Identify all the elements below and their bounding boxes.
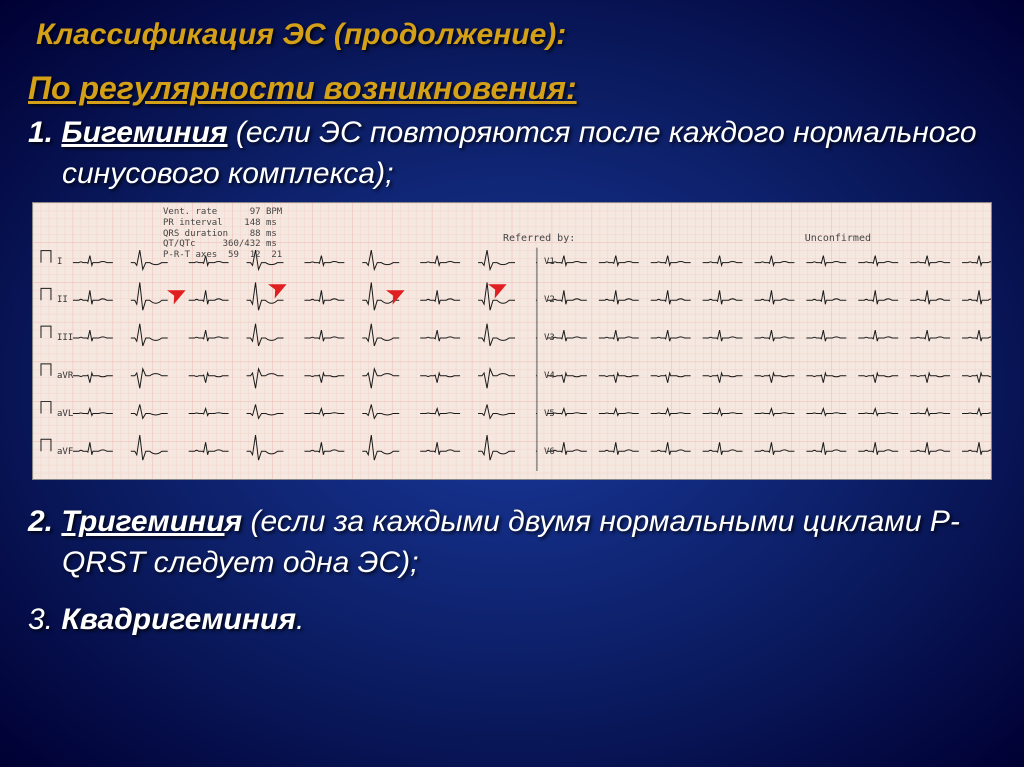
item3-tail: .	[296, 603, 304, 636]
item2-term-tail: я	[225, 505, 243, 538]
ecg-lead-label: III	[57, 333, 73, 343]
ecg-lead-label: V4	[544, 371, 555, 381]
item3-term: Квадригеминия	[61, 603, 296, 636]
item2-term: Тригемини	[61, 505, 224, 538]
item2-num: 2.	[28, 505, 53, 538]
item1-num: 1.	[28, 116, 53, 149]
ecg-lead-label: aVR	[57, 371, 73, 381]
ecg-lead-label: V6	[544, 447, 555, 457]
ecg-referred-label: Referred by:	[503, 233, 575, 244]
ecg-lead-label: V5	[544, 409, 555, 419]
ecg-header-text: Vent. rate 97 BPM PR interval 148 ms QRS…	[163, 207, 282, 261]
slide-container: Классификация ЭС (продолжение): По регул…	[0, 0, 1024, 655]
list-item-3: 3. Квадригеминия.	[28, 603, 996, 637]
ecg-lead-label: II	[57, 295, 68, 305]
item3-num: 3.	[28, 603, 61, 636]
item1-term: Бигеминия	[61, 116, 227, 149]
ecg-lead-label: I	[57, 257, 62, 267]
ecg-lead-label: V1	[544, 257, 555, 267]
slide-title: Классификация ЭС (продолжение):	[28, 18, 996, 52]
subtitle: По регулярности возникновения:	[28, 70, 996, 107]
ecg-image: Vent. rate 97 BPM PR interval 148 ms QRS…	[32, 202, 992, 480]
ecg-lead-label: V2	[544, 295, 555, 305]
ecg-lead-label: aVL	[57, 409, 73, 419]
ecg-lead-label: aVF	[57, 447, 73, 457]
list-item-1: 1. Бигеминия (если ЭС повторяются после …	[28, 113, 996, 194]
list-item-2: 2. Тригеминия (если за каждыми двумя нор…	[28, 502, 996, 583]
ecg-unconfirmed-label: Unconfirmed	[805, 233, 871, 244]
ecg-lead-label: V3	[544, 333, 555, 343]
